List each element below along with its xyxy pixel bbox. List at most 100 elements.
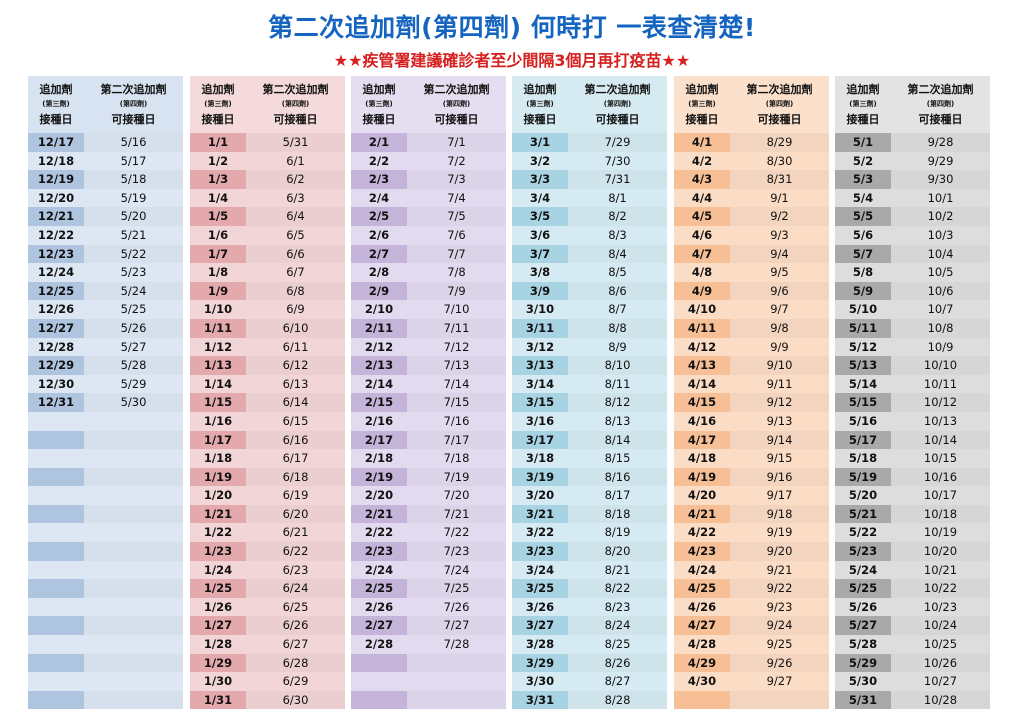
second-booster-date-cell: 5/28 bbox=[84, 356, 183, 375]
second-booster-date-cell: 7/19 bbox=[407, 467, 506, 487]
booster-date-cell: 2/13 bbox=[351, 356, 407, 375]
booster-date-cell: 2/1 bbox=[351, 133, 407, 152]
second-booster-date-cell: 8/28 bbox=[568, 690, 667, 710]
booster-date-cell: 3/20 bbox=[512, 486, 568, 505]
second-booster-date-cell: 9/1 bbox=[730, 188, 829, 208]
table-row: 5/24 10/21 bbox=[835, 560, 990, 580]
header-text: 接種日 bbox=[362, 113, 396, 126]
second-booster-date-cell: 8/21 bbox=[568, 560, 667, 580]
second-booster-date-cell: 6/23 bbox=[246, 560, 345, 580]
second-booster-date-cell: 9/19 bbox=[730, 523, 829, 543]
booster-date-cell: 1/2 bbox=[190, 151, 246, 171]
booster-date-cell: 1/17 bbox=[190, 430, 246, 450]
second-booster-date-cell bbox=[84, 542, 183, 561]
header-text: 追加劑 bbox=[201, 83, 235, 96]
booster-date-cell: 4/4 bbox=[674, 188, 730, 208]
table-row: 2/20 7/20 bbox=[351, 486, 506, 505]
second-booster-date-cell bbox=[84, 579, 183, 598]
table-row: 2/15 7/15 bbox=[351, 393, 506, 412]
booster-date-cell: 4/11 bbox=[674, 318, 730, 338]
booster-date-cell: 3/11 bbox=[512, 318, 568, 338]
second-booster-date-cell: 10/25 bbox=[891, 635, 990, 654]
second-booster-date-cell: 6/20 bbox=[246, 504, 345, 524]
second-booster-date-cell: 9/11 bbox=[730, 374, 829, 394]
booster-date-cell: 4/20 bbox=[674, 486, 730, 505]
header-text: 追加劑 bbox=[685, 83, 719, 96]
booster-date-cell: 2/25 bbox=[351, 579, 407, 598]
second-booster-date-cell: 10/14 bbox=[891, 430, 990, 450]
table-row: 1/14 6/13 bbox=[190, 374, 345, 394]
table-row: 4/9 9/6 bbox=[674, 281, 829, 301]
booster-date-cell bbox=[674, 690, 730, 710]
table-row: 3/20 8/17 bbox=[512, 486, 667, 505]
second-booster-date-cell bbox=[84, 690, 183, 710]
second-booster-date-cell: 6/18 bbox=[246, 467, 345, 487]
table-row: 2/25 7/25 bbox=[351, 579, 506, 598]
booster-date-cell: 4/25 bbox=[674, 579, 730, 598]
second-booster-date-cell: 8/2 bbox=[568, 207, 667, 226]
booster-date-cell: 2/19 bbox=[351, 467, 407, 487]
header-text: 可接種日 bbox=[757, 113, 802, 126]
table-row: 3/22 8/19 bbox=[512, 523, 667, 543]
second-booster-date-cell: 9/5 bbox=[730, 263, 829, 282]
header-text: 可接種日 bbox=[111, 113, 156, 126]
second-booster-date-cell: 10/8 bbox=[891, 318, 990, 338]
table-row: 4/21 9/18 bbox=[674, 504, 829, 524]
booster-date-cell: 2/7 bbox=[351, 244, 407, 264]
header-second-booster-date: 第二次追加劑 (第四劑) 可接種日 bbox=[246, 76, 345, 133]
second-booster-date-cell bbox=[407, 653, 506, 673]
second-booster-date-cell: 5/25 bbox=[84, 300, 183, 319]
header-text: 接種日 bbox=[201, 113, 235, 126]
second-booster-date-cell bbox=[84, 467, 183, 487]
second-booster-date-cell: 6/4 bbox=[246, 207, 345, 226]
header-text: 接種日 bbox=[523, 113, 557, 126]
table-row bbox=[28, 560, 183, 580]
table-block-december: 追加劑 (第三劑) 接種日 第二次追加劑 (第四劑) 可接種日 12/17 5/16 12/18… bbox=[28, 76, 183, 710]
table-row: 5/9 10/6 bbox=[835, 281, 990, 301]
booster-date-cell: 12/30 bbox=[28, 374, 84, 394]
header-booster-dose-date: 追加劑 (第三劑) 接種日 bbox=[351, 76, 407, 133]
table-row: 5/1 9/28 bbox=[835, 133, 990, 152]
booster-date-cell: 1/28 bbox=[190, 635, 246, 654]
table-row: 2/7 7/7 bbox=[351, 244, 506, 264]
table-row: 5/25 10/22 bbox=[835, 579, 990, 598]
header-text: 第二次追加劑 bbox=[423, 83, 490, 96]
second-booster-date-cell: 9/23 bbox=[730, 597, 829, 617]
booster-date-cell: 1/19 bbox=[190, 467, 246, 487]
header-text: (第四劑) bbox=[765, 100, 794, 108]
table-row: 4/17 9/14 bbox=[674, 430, 829, 450]
table-row bbox=[28, 523, 183, 543]
table-row: 3/1 7/29 bbox=[512, 133, 667, 152]
booster-date-cell: 5/8 bbox=[835, 263, 891, 282]
header-text: 可接種日 bbox=[918, 113, 963, 126]
second-booster-date-cell bbox=[84, 449, 183, 468]
table-row: 3/3 7/31 bbox=[512, 170, 667, 189]
table-row: 4/14 9/11 bbox=[674, 374, 829, 394]
booster-date-cell: 3/29 bbox=[512, 653, 568, 673]
booster-date-cell: 3/2 bbox=[512, 151, 568, 171]
second-booster-date-cell: 8/26 bbox=[568, 653, 667, 673]
second-booster-date-cell: 9/8 bbox=[730, 318, 829, 338]
table-row: 12/23 5/22 bbox=[28, 244, 183, 264]
second-booster-date-cell: 5/20 bbox=[84, 207, 183, 226]
booster-date-cell: 3/4 bbox=[512, 188, 568, 208]
second-booster-date-cell: 8/23 bbox=[568, 597, 667, 617]
table-row: 1/27 6/26 bbox=[190, 616, 345, 636]
header-second-booster-date: 第二次追加劑 (第四劑) 可接種日 bbox=[84, 76, 183, 133]
booster-date-cell: 5/11 bbox=[835, 318, 891, 338]
booster-date-cell: 1/1 bbox=[190, 133, 246, 152]
header-text: (第三劑) bbox=[42, 100, 70, 108]
table-row: 4/27 9/24 bbox=[674, 616, 829, 636]
second-booster-date-cell: 5/18 bbox=[84, 170, 183, 189]
booster-date-cell: 2/15 bbox=[351, 393, 407, 412]
table-row: 3/29 8/26 bbox=[512, 653, 667, 673]
second-booster-date-cell: 10/26 bbox=[891, 653, 990, 673]
booster-date-cell: 2/4 bbox=[351, 188, 407, 208]
second-booster-date-cell: 9/30 bbox=[891, 170, 990, 189]
table-row bbox=[351, 690, 506, 710]
second-booster-date-cell: 7/31 bbox=[568, 170, 667, 189]
table-row: 2/23 7/23 bbox=[351, 542, 506, 561]
booster-date-cell: 2/22 bbox=[351, 523, 407, 543]
table-row: 2/17 7/17 bbox=[351, 430, 506, 450]
table-row: 4/3 8/31 bbox=[674, 170, 829, 189]
